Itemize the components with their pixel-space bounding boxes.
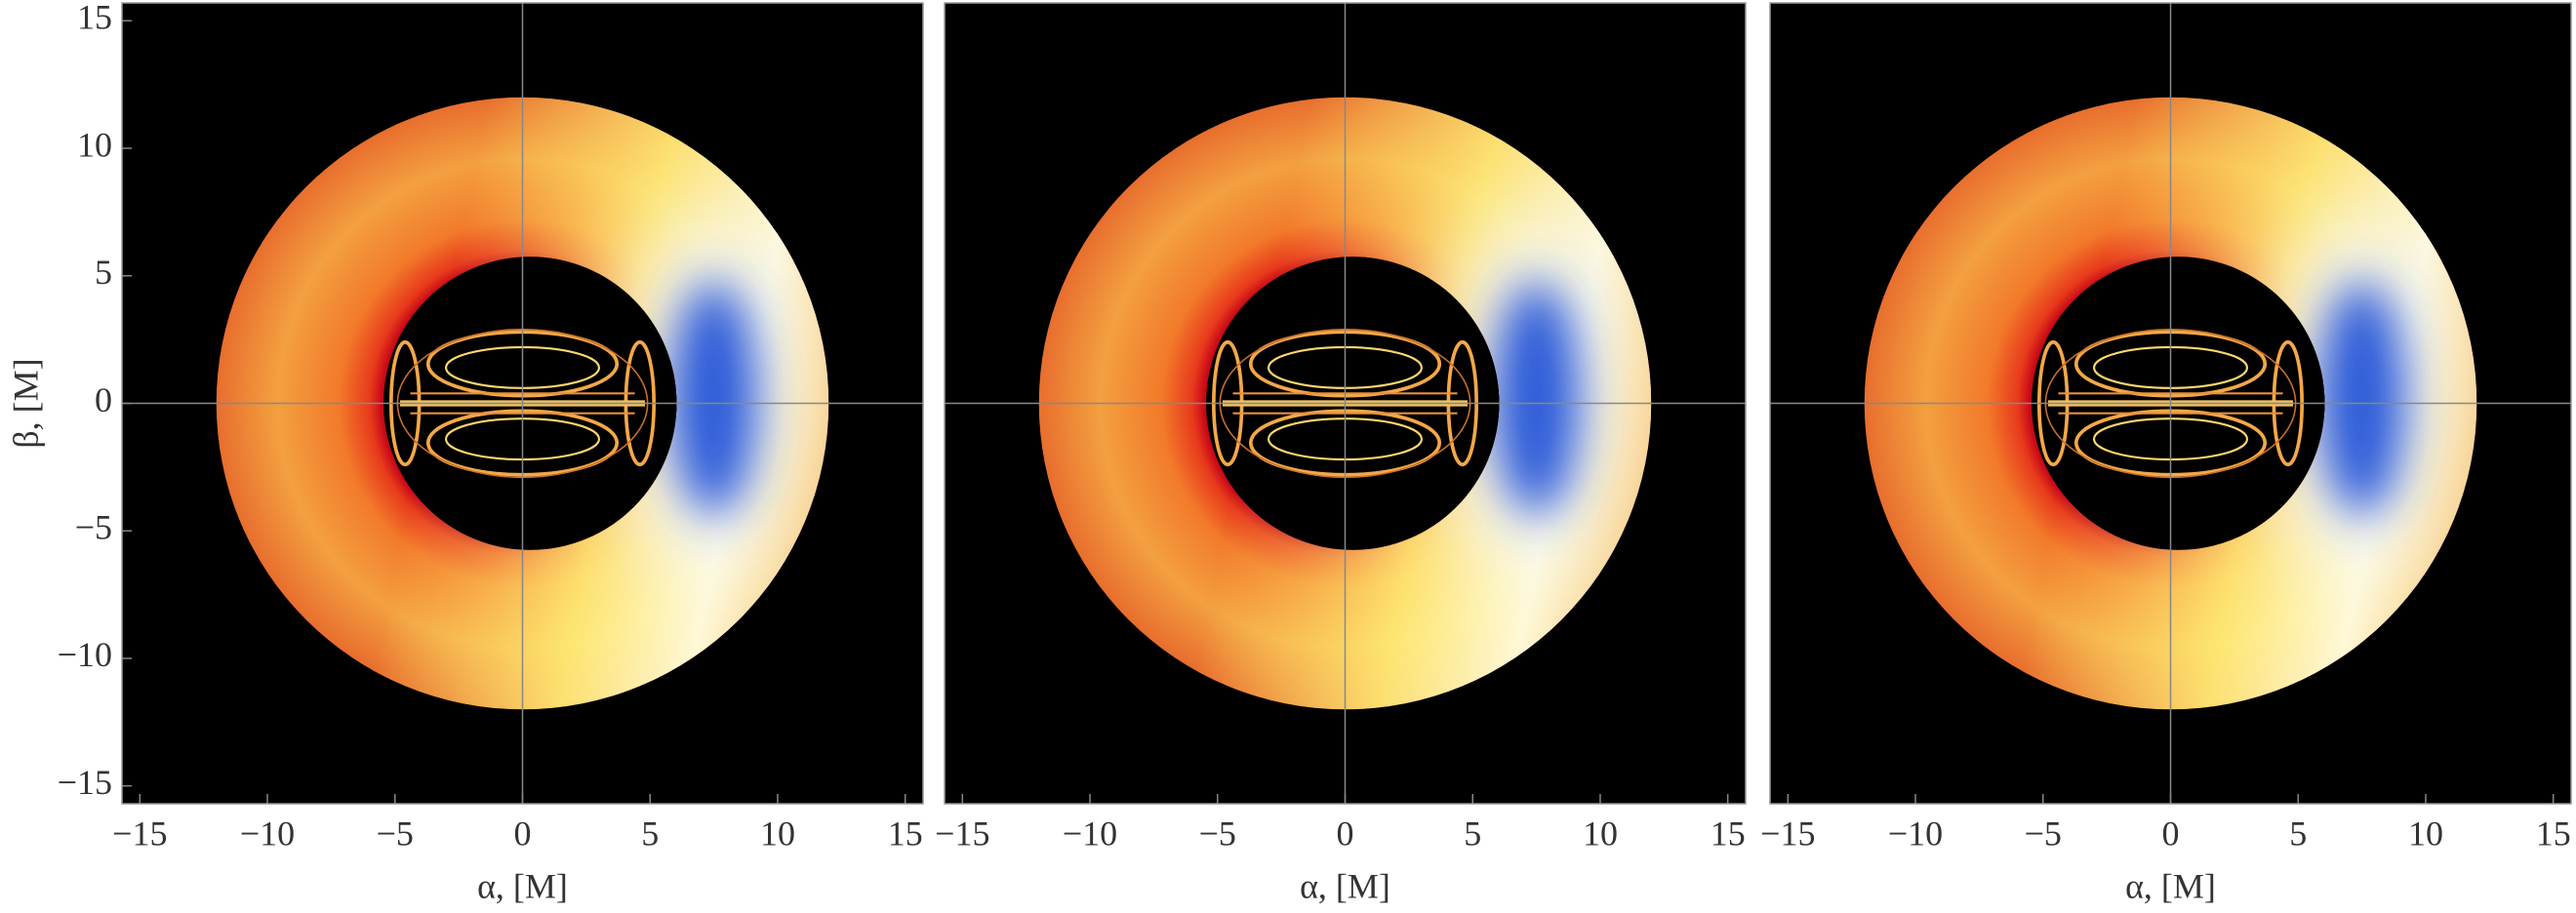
x-tick-label: 5: [2289, 814, 2307, 853]
x-tick-label: −5: [1199, 814, 1236, 853]
disk-blue: [1493, 280, 1581, 516]
plot-frame: [944, 2, 1747, 805]
y-axis-label: β, [M]: [6, 358, 45, 448]
plot-frame: [121, 2, 924, 805]
x-tick-label: 5: [1464, 814, 1481, 853]
x-tick-label: −15: [1760, 814, 1815, 853]
x-tick-label: −5: [377, 814, 414, 853]
x-tick-label: 0: [514, 814, 532, 853]
disk-blue: [670, 280, 758, 516]
x-tick-label: 10: [1583, 814, 1618, 853]
x-tick-label: −10: [1063, 814, 1117, 853]
x-tick-label: −15: [112, 814, 167, 853]
x-tick-label: −5: [2025, 814, 2062, 853]
y-tick-label: 10: [77, 125, 112, 164]
disk-blue: [2318, 280, 2406, 516]
x-tick-label: −10: [1888, 814, 1943, 853]
x-axis-label: α, [M]: [2125, 866, 2216, 905]
x-tick-label: 15: [888, 814, 923, 853]
y-tick-label: 5: [95, 253, 112, 292]
y-tick-label: 0: [95, 380, 112, 419]
y-tick-label: 15: [77, 0, 112, 37]
x-tick-label: −10: [240, 814, 295, 853]
x-tick-label: 0: [1337, 814, 1354, 853]
x-axis-label: α, [M]: [477, 866, 568, 905]
x-tick-label: 10: [2408, 814, 2443, 853]
x-tick-label: 5: [641, 814, 659, 853]
y-tick-label: −10: [58, 635, 112, 674]
y-tick-label: −5: [75, 507, 112, 546]
x-tick-label: −15: [935, 814, 989, 853]
x-tick-label: 15: [1711, 814, 1746, 853]
y-tick-label: −15: [58, 763, 112, 802]
x-tick-label: 15: [2536, 814, 2571, 853]
x-tick-label: 0: [2162, 814, 2180, 853]
x-tick-label: 10: [760, 814, 795, 853]
x-axis-label: α, [M]: [1300, 866, 1390, 905]
plot-frame: [1769, 2, 2572, 805]
